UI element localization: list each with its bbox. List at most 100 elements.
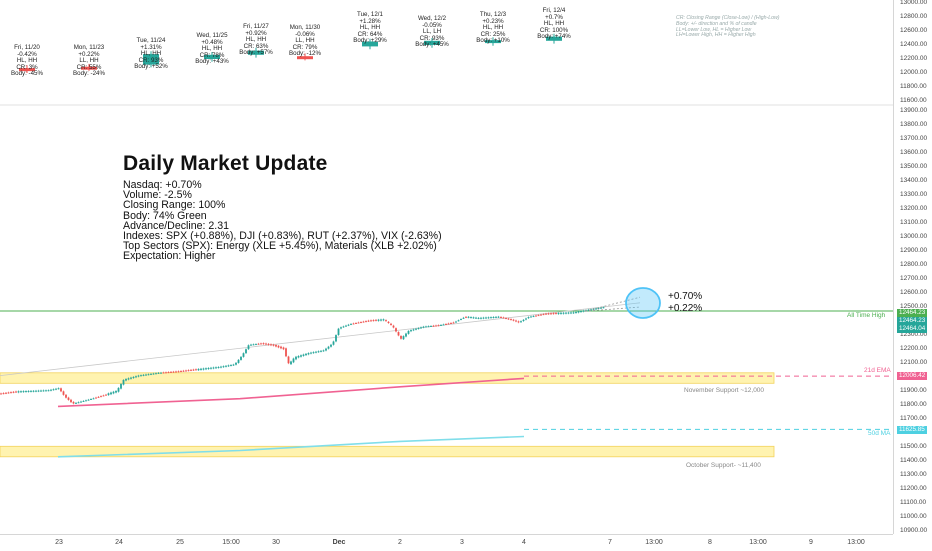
intraday-candle: [100, 396, 102, 398]
ma50-price-tag: 11625.85: [897, 426, 927, 434]
intraday-candle: [552, 313, 555, 315]
intraday-candle: [175, 371, 177, 373]
intraday-candle: [242, 353, 245, 357]
price-tick-label: 11000.00: [900, 513, 927, 520]
intraday-candle: [315, 351, 317, 353]
price-tick-label: 12200.00: [900, 345, 928, 352]
intraday-candle: [225, 365, 227, 367]
intraday-candle: [97, 396, 100, 398]
intraday-candle: [160, 372, 162, 374]
intraday-candle: [317, 351, 320, 353]
intraday-candle: [367, 320, 370, 322]
intraday-candle: [362, 321, 365, 323]
intraday-candle: [15, 391, 17, 393]
intraday-candle: [72, 401, 75, 404]
daily-stat-card: Wed, 12/2 -0.05% LL, LH CR: 93% Body: +4…: [415, 15, 449, 49]
intraday-candle: [502, 317, 505, 319]
intraday-candle: [332, 341, 335, 345]
intraday-candle: [265, 343, 267, 345]
intraday-candle: [117, 387, 120, 392]
top-panel-tick-label: 12200.00: [900, 55, 928, 62]
price-axis[interactable]: 10900.00 11000.00 11100.00 11200.00 11300.00…: [893, 0, 932, 534]
intraday-candle: [47, 390, 50, 392]
intraday-candle: [395, 328, 397, 332]
daily-stat-card: Tue, 12/1 +1.28% HL, HH CR: 64% Body: +2…: [353, 11, 387, 45]
intraday-candle: [67, 397, 70, 400]
intraday-candle: [425, 326, 427, 328]
intraday-candle: [475, 317, 477, 319]
intraday-candle: [92, 398, 95, 400]
daily-candle: [485, 40, 501, 44]
intraday-candle: [290, 361, 292, 365]
october-support-zone: [0, 445, 775, 458]
intraday-candle: [550, 313, 552, 315]
intraday-candle: [457, 320, 460, 322]
page-title: Daily Market Update: [123, 152, 328, 175]
intraday-candle: [337, 328, 340, 335]
price-chart[interactable]: [0, 0, 893, 534]
intraday-candle: [380, 319, 382, 321]
intraday-candle: [217, 367, 220, 369]
time-axis[interactable]: [0, 534, 893, 551]
daily-candle: [297, 56, 313, 60]
intraday-candle: [370, 320, 372, 322]
intraday-candle: [240, 356, 242, 360]
intraday-candle: [347, 324, 350, 326]
intraday-candle: [505, 318, 507, 320]
time-tick-label: 9: [809, 539, 813, 546]
time-tick-label: 7: [608, 539, 612, 546]
intraday-candle: [460, 319, 462, 321]
price-tick-label: 12500.00: [900, 303, 928, 310]
intraday-candle: [537, 315, 540, 317]
intraday-candle: [215, 367, 217, 369]
intraday-candle: [177, 371, 180, 373]
intraday-candle: [127, 378, 130, 380]
intraday-candle: [185, 370, 187, 372]
intraday-candle: [55, 388, 57, 390]
intraday-candle: [375, 319, 377, 321]
intraday-candle: [227, 365, 230, 367]
intraday-candle: [145, 374, 147, 376]
intraday-candle: [210, 367, 212, 369]
intraday-candle: [390, 323, 392, 325]
intraday-candle: [220, 366, 222, 368]
stat-line: Volume: -2.5%: [123, 189, 192, 202]
legend-line: Body: +/- direction and % of candle: [676, 20, 757, 27]
intraday-candle: [372, 320, 375, 322]
intraday-candle: [597, 308, 600, 310]
price-tick-label: 13100.00: [900, 219, 928, 226]
ath-label: All Time High: [847, 312, 886, 319]
intraday-candle: [197, 368, 200, 371]
intraday-candle: [427, 326, 430, 328]
intraday-candle: [595, 308, 597, 310]
projection-line-low: [584, 306, 641, 312]
time-tick-label: 4: [522, 539, 526, 546]
daily-stat-card: Fri, 12/4 +0.7% HL, HH CR: 100% Body: +7…: [537, 7, 571, 41]
intraday-candle: [150, 373, 152, 375]
intraday-candle: [312, 352, 315, 354]
price-tick-label: 13800.00: [900, 121, 928, 128]
intraday-candle: [482, 317, 485, 319]
stat-line: Top Sectors (SPX): Energy (XLE +5.45%), …: [123, 240, 437, 253]
price-tick-label: 11400.00: [900, 457, 927, 464]
daily-stat-card: Wed, 11/25 +0.48% HL, HH CR: 78% Body: +…: [195, 32, 229, 66]
intraday-candle: [442, 324, 445, 326]
intraday-candle: [352, 323, 355, 325]
daily-candle: [248, 50, 264, 55]
price-tick-label: 13500.00: [900, 163, 928, 170]
stat-line: Indexes: SPX (+0.88%), DJI (+0.83%), RUT…: [123, 230, 442, 243]
intraday-candle: [322, 350, 325, 352]
intraday-candle: [437, 325, 440, 327]
top-panel-tick-label: 11800.00: [900, 83, 927, 90]
intraday-candle: [500, 316, 502, 318]
intraday-candle: [140, 375, 142, 377]
ema21-line: [57, 377, 525, 408]
top-panel-tick-label: 13000.00: [900, 0, 928, 6]
intraday-candle: [190, 369, 192, 371]
price-tick-label: 13600.00: [900, 149, 928, 156]
intraday-candle: [247, 345, 250, 350]
intraday-candle: [90, 399, 92, 401]
intraday-candle: [192, 369, 195, 371]
intraday-candle: [565, 312, 567, 314]
